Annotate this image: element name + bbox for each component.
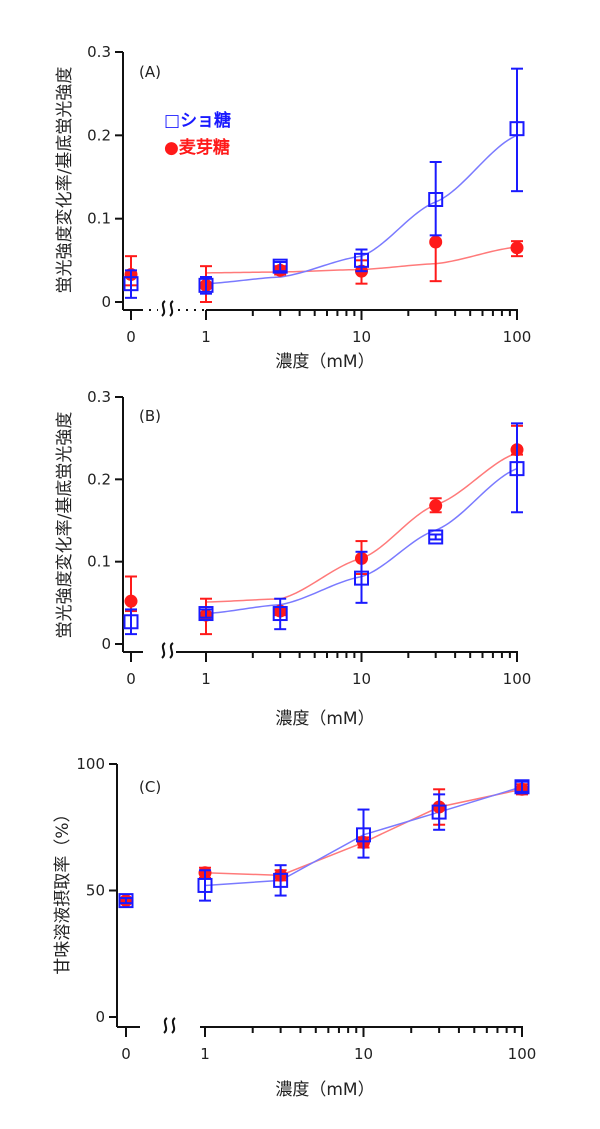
panel-a: (A) 蛍光強度変化率/基底蛍光強度 濃度（mM） □ショ糖 ●麦芽糖 0 0.1… (55, 43, 531, 372)
x-tick-label: 0 (121, 1045, 131, 1063)
x-tick-label: 100 (508, 1045, 537, 1063)
axis-break-icon (163, 1017, 168, 1034)
legend-maltose-symbol: ● (164, 138, 179, 158)
maltose-point (429, 499, 443, 513)
maltose-point (429, 235, 443, 249)
sucrose-point (198, 277, 214, 293)
y-tick-label: 0.1 (87, 553, 111, 571)
x-tick-label: 1 (200, 1045, 210, 1063)
y-tick-label: 0 (95, 1008, 105, 1026)
panel-c: (C) 甘味溶液摂取率（%） 濃度（mM） 0 50 100 0 1 10 100 (53, 755, 536, 1100)
legend-sucrose-label: ショ糖 (180, 110, 231, 131)
sucrose-point (118, 893, 134, 909)
x-tick-label: 10 (352, 670, 371, 688)
y-tick-label: 50 (86, 882, 105, 900)
x-axis-title-b: 濃度（mM） (275, 709, 374, 729)
panel-label-b: (B) (139, 407, 161, 425)
sucrose-point (428, 529, 444, 545)
panel-label-c: (C) (139, 778, 161, 796)
sucrose-point (197, 877, 213, 893)
sucrose-point (354, 570, 369, 586)
legend-maltose: ●麦芽糖 (164, 137, 230, 158)
sucrose-point (272, 606, 288, 622)
y-axis-title-c: 甘味溶液摂取率（%） (53, 805, 73, 974)
x-tick-label: 0 (126, 328, 136, 346)
y-axis-title-b: 蛍光強度変化率/基底蛍光強度 (55, 412, 75, 639)
y-tick-label: 0.3 (87, 43, 111, 61)
x-tick-label: 1 (201, 670, 211, 688)
y-tick-label: 0.3 (87, 388, 111, 406)
y-tick-label: 0.1 (87, 210, 111, 228)
y-tick-label: 100 (76, 755, 105, 773)
sucrose-point (354, 252, 369, 268)
panel-b: (B) 蛍光強度変化率/基底蛍光強度 濃度（mM） 0 0.1 0.2 0.3 0 1 10… (55, 388, 531, 729)
y-tick-label: 0 (101, 293, 111, 311)
y-tick-label: 0.2 (87, 126, 111, 144)
x-tick-label: 100 (503, 670, 532, 688)
legend-sucrose: □ショ糖 (164, 110, 231, 131)
x-tick-label: 100 (503, 328, 532, 346)
sucrose-point (198, 606, 214, 622)
sucrose-point (123, 614, 139, 630)
x-tick-label: 10 (352, 328, 371, 346)
sucrose-point (431, 804, 447, 820)
axis-break-icon (161, 300, 166, 317)
sucrose-point (509, 461, 525, 477)
axis-break-icon (161, 642, 166, 659)
sucrose-point (272, 258, 288, 274)
maltose-point (510, 241, 524, 255)
axis-break-icon (171, 1017, 176, 1034)
sucrose-point (356, 827, 371, 843)
x-axis-title-a: 濃度（mM） (275, 352, 374, 372)
sucrose-point (509, 121, 525, 137)
x-tick-label: 0 (126, 670, 136, 688)
sucrose-point (514, 779, 530, 795)
panel-label-a: (A) (139, 63, 161, 81)
maltose-point (124, 594, 138, 608)
y-tick-label: 0.2 (87, 470, 111, 488)
sucrose-point (123, 276, 139, 292)
x-axis-title-c: 濃度（mM） (275, 1080, 374, 1100)
axis-break-icon (169, 300, 174, 317)
sucrose-point (428, 192, 444, 207)
sucrose-point (273, 872, 289, 888)
legend-sucrose-symbol: □ (164, 111, 180, 131)
axis-break-icon (169, 642, 174, 659)
legend: □ショ糖 ●麦芽糖 (164, 110, 231, 158)
y-tick-label: 0 (101, 635, 111, 653)
y-axis-title-a: 蛍光強度変化率/基底蛍光強度 (55, 67, 75, 294)
x-tick-label: 1 (201, 328, 211, 346)
legend-maltose-label: 麦芽糖 (179, 137, 230, 158)
x-tick-label: 10 (354, 1045, 373, 1063)
